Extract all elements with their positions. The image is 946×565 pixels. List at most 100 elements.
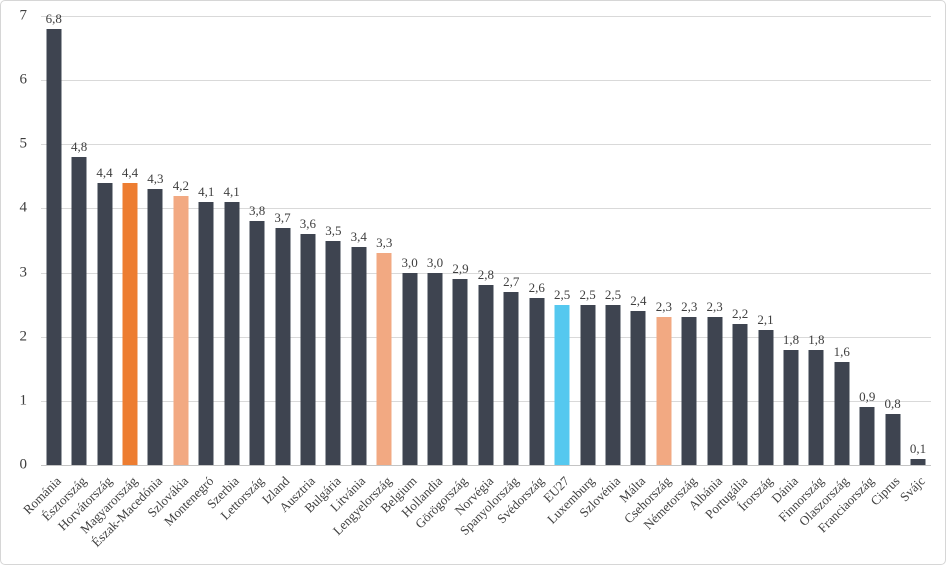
bar — [325, 240, 341, 465]
bar — [910, 458, 926, 465]
bar-slot: 4,8 — [66, 16, 91, 465]
bar-value-label: 1,6 — [833, 344, 850, 360]
bar — [707, 317, 723, 465]
bar — [732, 323, 748, 465]
bar-value-label: 4,2 — [172, 177, 189, 193]
bar-slot: 2,3 — [651, 16, 676, 465]
bar-slot: 4,4 — [117, 16, 142, 465]
y-axis-tick-label: 4 — [19, 199, 28, 216]
bar-slot: 3,6 — [295, 16, 320, 465]
bar-slot: 2,5 — [575, 16, 600, 465]
bar — [681, 317, 697, 465]
bar — [656, 317, 672, 465]
bar-slot: 3,0 — [422, 16, 447, 465]
bar-value-label: 0,9 — [859, 389, 876, 405]
bar-slot: 2,4 — [626, 16, 651, 465]
bar — [503, 291, 519, 465]
bar-slot: 2,5 — [600, 16, 625, 465]
bar-slot: 2,9 — [448, 16, 473, 465]
bar-slot: 1,6 — [829, 16, 854, 465]
bar-value-label: 3,7 — [274, 209, 291, 225]
bar — [402, 272, 418, 465]
y-axis-tick-label: 6 — [19, 71, 28, 88]
bar — [783, 349, 799, 465]
bar-slot: 6,8 — [41, 11, 66, 465]
bar-value-label: 2,3 — [706, 299, 723, 315]
gridline — [41, 208, 931, 210]
bar — [198, 202, 214, 465]
bar-value-label: 3,3 — [376, 235, 393, 251]
bar-value-label: 2,2 — [731, 305, 749, 321]
bar-value-label: 2,4 — [630, 293, 647, 309]
bars: 6,8 4,8 4,4 4,4 4,3 4,2 4,1 4,1 3,8 3,7 3,6 3,5 3,4 3… — [41, 11, 931, 465]
bar — [630, 311, 646, 465]
x-label-slot: Lettország — [218, 467, 269, 564]
bar-slot: 2,6 — [524, 16, 549, 465]
bar-value-label: 0,1 — [909, 440, 927, 456]
bar — [351, 246, 367, 465]
bar-value-label: 2,5 — [579, 286, 596, 302]
bar — [376, 253, 392, 465]
bar-slot: 4,3 — [143, 16, 168, 465]
bar — [478, 285, 494, 465]
bar-value-label: 2,9 — [452, 261, 469, 276]
y-axis-tick-label: 2 — [19, 328, 28, 345]
bar — [580, 304, 596, 465]
bar — [427, 272, 443, 465]
bar-value-label: 3,0 — [401, 254, 418, 270]
x-label-slot: Ausztria — [276, 467, 320, 564]
bar — [605, 304, 621, 465]
bar-slot: 4,4 — [92, 16, 117, 465]
bar-slot: 2,1 — [753, 16, 778, 465]
x-label-slot: Svájc — [897, 467, 930, 564]
bar-slot: 3,4 — [346, 16, 371, 465]
bar-value-label: 2,3 — [681, 299, 698, 315]
y-axis-tick-label: 0 — [19, 456, 28, 473]
bar-slot: 1,8 — [804, 16, 829, 465]
bar-slot: 4,1 — [219, 16, 244, 465]
bar-slot: 3,5 — [321, 16, 346, 465]
x-label-slot: Németország — [640, 467, 702, 564]
bar — [249, 221, 265, 465]
bar — [300, 234, 316, 465]
gridline — [41, 16, 931, 17]
x-axis-line — [41, 465, 931, 466]
bar — [808, 349, 824, 465]
bar — [147, 189, 163, 465]
bar-value-label: 4,4 — [121, 164, 139, 180]
bar-value-label: 2,6 — [528, 280, 545, 296]
bar-slot: 4,2 — [168, 16, 193, 465]
y-axis-tick-label: 1 — [19, 392, 28, 409]
bar-value-label: 0,8 — [884, 395, 901, 411]
bar — [554, 304, 570, 465]
bar-value-label: 3,6 — [299, 216, 317, 232]
bar — [122, 182, 138, 465]
x-label-slot: Montenegró — [161, 467, 219, 564]
bar-value-label: 3,8 — [248, 203, 266, 219]
gridline — [41, 272, 931, 274]
bar-value-label: 2,5 — [604, 286, 622, 302]
x-label-slot: Lengyelország — [329, 467, 396, 564]
bar-value-label: 4,1 — [223, 184, 240, 200]
bar-value-label: 2,5 — [554, 286, 571, 302]
bar — [452, 279, 468, 465]
bar-slot: 3,7 — [270, 16, 295, 465]
bar-value-label: 2,3 — [655, 299, 672, 315]
y-axis-tick-label: 5 — [19, 135, 28, 152]
bar-slot: 0,9 — [855, 16, 880, 465]
bar-value-label: 2,1 — [757, 312, 774, 328]
bar-slot: 2,5 — [549, 16, 574, 465]
bar-value-label: 1,8 — [808, 331, 825, 347]
bar-value-label: 3,0 — [426, 254, 444, 270]
x-label-slot: Izland — [259, 467, 295, 564]
y-axis: 0 1 2 3 4 5 6 7 — [1, 8, 34, 472]
bar — [885, 413, 901, 465]
y-axis-tick-label: 3 — [19, 264, 28, 281]
bar — [834, 362, 850, 465]
bar-value-label: 4,8 — [71, 139, 88, 155]
gridline — [41, 80, 931, 82]
bar-slot: 3,3 — [371, 16, 396, 465]
bar — [529, 298, 545, 465]
bar-value-label: 6,8 — [45, 10, 62, 26]
